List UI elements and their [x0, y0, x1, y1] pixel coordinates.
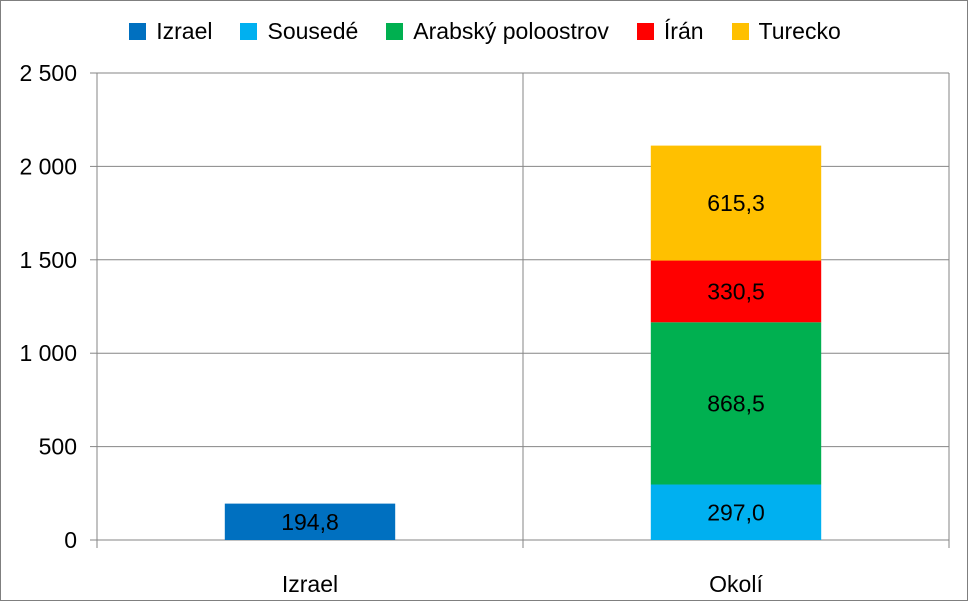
bar-segment [650, 145, 822, 261]
legend-item: Izrael [129, 18, 212, 45]
legend-swatch [129, 23, 147, 40]
bar-segment [224, 503, 396, 540]
y-tick-label: 2 500 [19, 60, 77, 86]
chart-legend: Izrael Sousedé Arabský poloostrov Írán Turec… [0, 18, 970, 45]
x-tick-label: Okolí [709, 571, 763, 597]
legend-item: Írán [636, 18, 704, 45]
legend-label: Turecko [758, 18, 841, 44]
legend-swatch [386, 23, 404, 40]
bar-segment [650, 484, 822, 540]
y-tick-label: 500 [39, 434, 77, 460]
legend-item: Arabský poloostrov [386, 18, 609, 45]
data-label: 330,5 [707, 278, 765, 304]
legend-swatch [731, 23, 749, 40]
legend-label: Arabský poloostrov [413, 18, 609, 44]
bar-segment [650, 260, 822, 323]
data-label: 615,3 [707, 190, 765, 216]
y-tick-label: 1 000 [19, 340, 77, 366]
legend-swatch [240, 23, 258, 40]
y-tick-label: 2 000 [19, 153, 77, 179]
legend-label: Sousedé [267, 18, 359, 44]
y-tick-label: 0 [64, 527, 77, 553]
y-tick-label: 1 500 [19, 247, 77, 273]
legend-swatch [636, 23, 654, 40]
legend-label: Írán [663, 18, 704, 44]
data-label: 194,8 [281, 509, 339, 535]
x-tick-label: Izrael [282, 571, 338, 597]
legend-item: Turecko [731, 18, 841, 45]
bar-segment [650, 322, 822, 485]
legend-item: Sousedé [240, 18, 358, 45]
legend-label: Izrael [156, 18, 213, 44]
data-label: 297,0 [707, 499, 765, 525]
data-label: 868,5 [707, 390, 765, 416]
